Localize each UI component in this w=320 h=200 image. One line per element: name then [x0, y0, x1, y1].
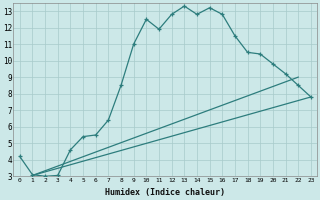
- X-axis label: Humidex (Indice chaleur): Humidex (Indice chaleur): [105, 188, 225, 197]
